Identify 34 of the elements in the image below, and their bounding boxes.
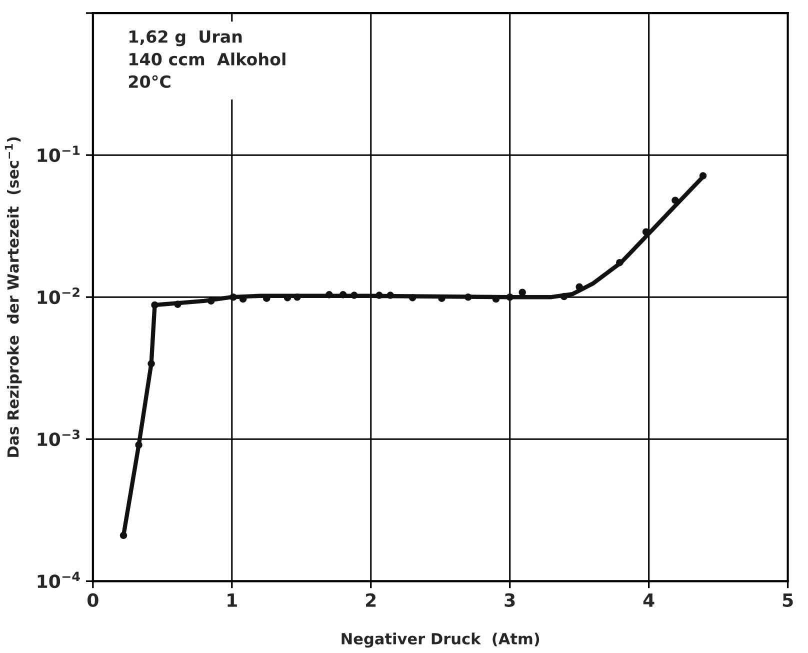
point — [560, 292, 568, 300]
point — [464, 293, 472, 301]
y-tick-label: 10$^{−2}$ — [38, 288, 80, 304]
point — [616, 258, 624, 266]
point — [151, 301, 158, 309]
y-axis-title: Das Reziproke der Wartezeit (sec$^{−1}$) — [4, 137, 22, 457]
point — [339, 291, 347, 298]
y-tick-label: 10$^{−1}$ — [38, 146, 80, 162]
x-tick-label: 1 — [228, 594, 237, 607]
y-tick-label: 10$^{−3}$ — [38, 430, 80, 446]
point — [642, 228, 650, 236]
annotation: 1,62 g Uran 140 ccm Alkohol 20°C — [128, 30, 286, 88]
x-tick-label: 5 — [782, 594, 793, 607]
x-tick-label: 2 — [366, 593, 376, 607]
point — [506, 293, 514, 301]
point — [148, 360, 155, 368]
point — [350, 292, 358, 299]
y-tick-label: 10$^{−4}$ — [38, 572, 80, 588]
point — [386, 292, 394, 299]
x-tick-label: 3 — [504, 593, 515, 607]
point — [699, 172, 707, 180]
point — [672, 196, 679, 204]
point — [120, 532, 128, 540]
point — [230, 293, 237, 301]
point — [135, 441, 142, 449]
point — [294, 293, 301, 301]
point — [326, 291, 333, 298]
point — [408, 294, 416, 302]
point — [174, 300, 182, 308]
point — [207, 297, 215, 305]
x-axis-title: Negativer Druck (Atm) — [342, 632, 540, 648]
point — [376, 292, 383, 299]
x-tick-label: 0 — [88, 593, 98, 607]
x-tick-label: 4 — [643, 594, 654, 607]
